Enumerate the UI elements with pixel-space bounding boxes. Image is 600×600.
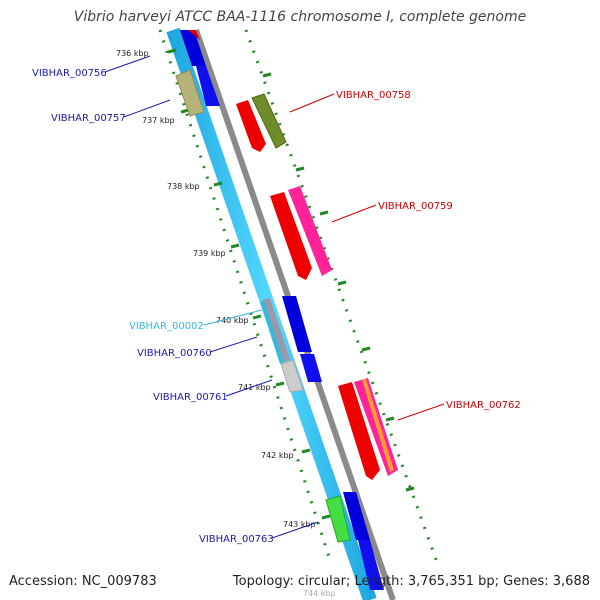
tick-label: 740 kbp <box>216 316 249 325</box>
gene-label: VIBHAR_00759 <box>378 201 453 212</box>
cds-segment <box>282 296 312 352</box>
cds-segment <box>358 540 384 590</box>
accession-text: Accession: NC_009783 <box>9 574 157 589</box>
gene-label: VIBHAR_00760 <box>137 348 212 359</box>
topology-text: Topology: circular; Length: 3,765,351 bp… <box>232 574 590 589</box>
tick-label: 744 kbp <box>303 589 336 598</box>
gene-label: VIBHAR_00756 <box>32 68 107 79</box>
cds-segment <box>300 354 322 382</box>
tick-label: 739 kbp <box>193 249 226 258</box>
gene-vibhar-00762-orange[interactable] <box>362 379 394 472</box>
cds-segment <box>180 30 206 66</box>
gene-vibhar-00763[interactable] <box>325 495 351 543</box>
gene-vibhar-00002[interactable] <box>262 298 290 362</box>
gene-vibhar-00760[interactable] <box>280 359 304 393</box>
leader-lines <box>104 55 445 539</box>
gene-vibhar-00758-red[interactable] <box>236 100 266 152</box>
cds-segments <box>180 30 384 590</box>
tick-label: 743 kbp <box>283 520 316 529</box>
gene-vibhar-00762-red[interactable] <box>338 382 380 480</box>
map-title: Vibrio harveyi ATCC BAA-1116 chromosome … <box>73 9 527 25</box>
gene-vibhar-00759-pink[interactable] <box>288 186 332 276</box>
gene-vibhar-00759-red[interactable] <box>270 192 312 280</box>
tick-label: 742 kbp <box>261 451 294 460</box>
gene-label: VIBHAR_00758 <box>336 90 411 101</box>
tick-label: 737 kbp <box>142 116 175 125</box>
gene-label: VIBHAR_00763 <box>199 534 274 545</box>
tick-marks <box>167 48 415 520</box>
cds-segment <box>188 30 200 40</box>
right-tick-track <box>244 29 440 566</box>
gene-label: VIBHAR_00761 <box>153 392 228 403</box>
gene-label: VIBHAR_00757 <box>51 113 126 124</box>
left-tick-track <box>158 29 332 561</box>
gene-label: VIBHAR_00762 <box>446 400 521 411</box>
tick-label: 738 kbp <box>167 182 200 191</box>
tick-label: 741 kbp <box>238 383 271 392</box>
gene-vibhar-00758-olive[interactable] <box>251 93 287 149</box>
gene-label: VIBHAR_00002 <box>129 321 204 332</box>
gene-vibhar-00002-cyan[interactable] <box>260 301 284 364</box>
gene-vibhar-00757[interactable] <box>175 69 205 117</box>
cds-segment <box>196 66 220 106</box>
cds-segment <box>343 492 370 540</box>
tick-label: 736 kbp <box>116 49 149 58</box>
